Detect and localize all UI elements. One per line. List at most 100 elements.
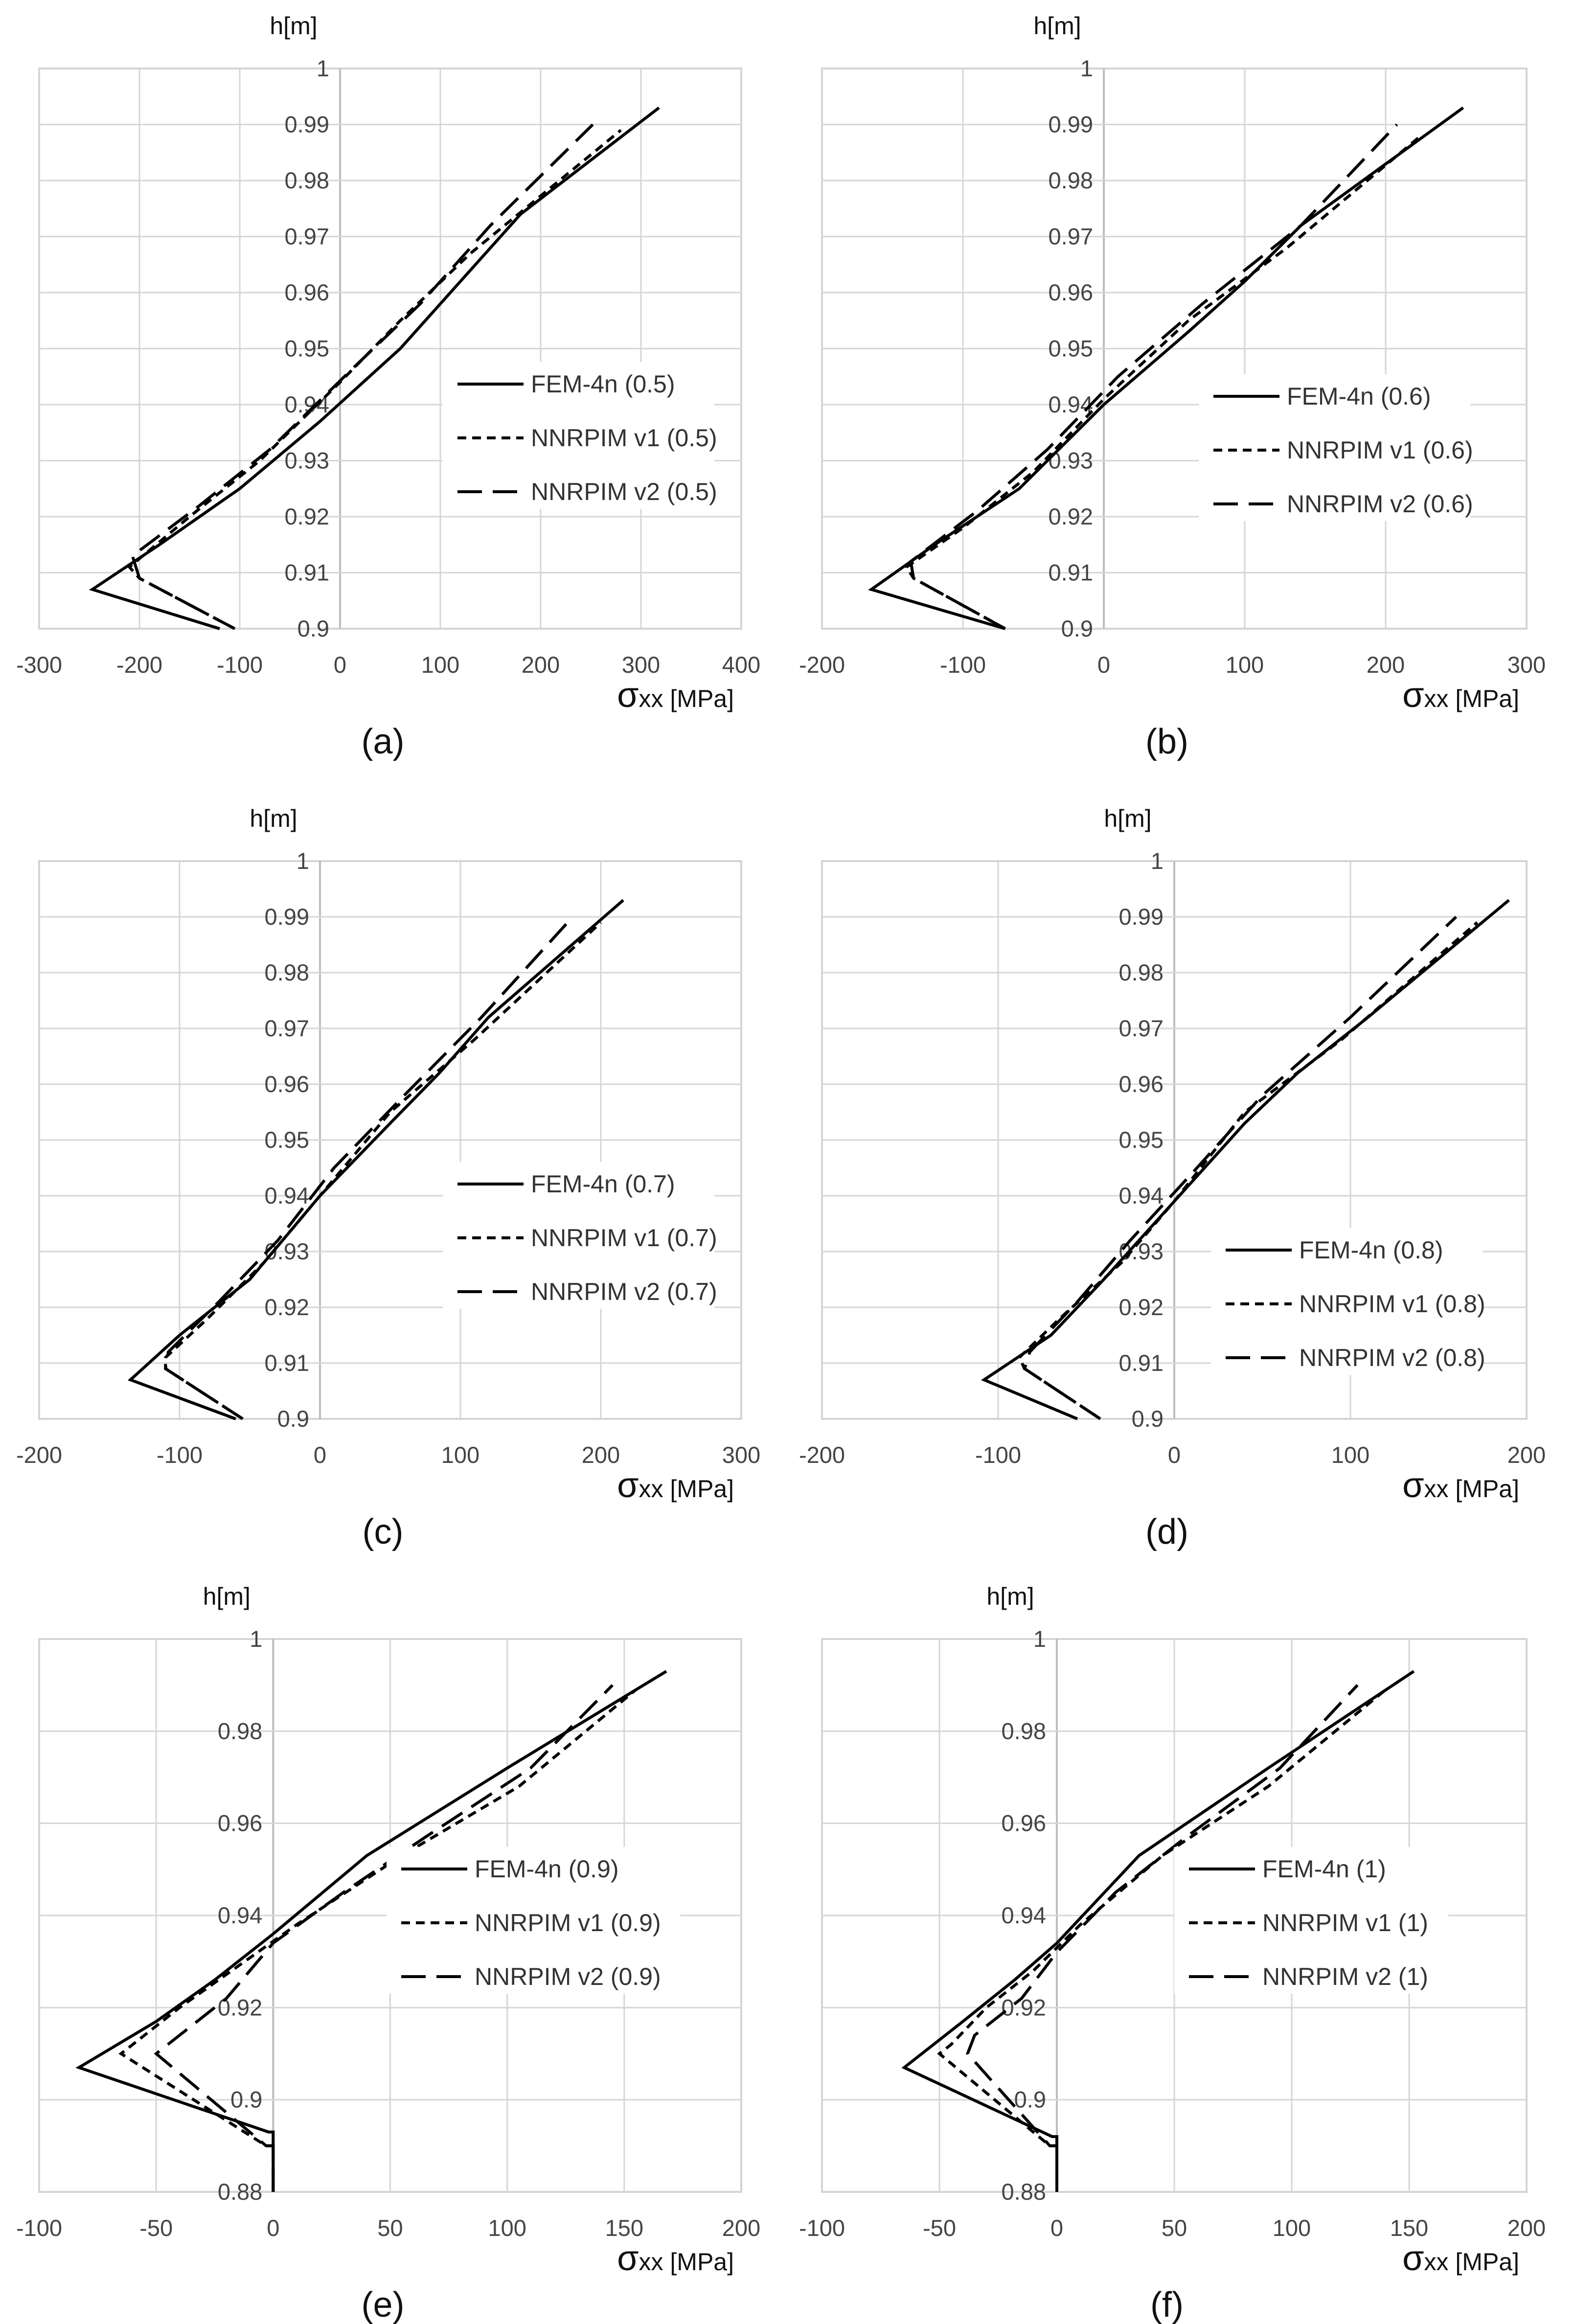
y-tick-label: 0.98 (1119, 959, 1164, 985)
legend: FEM-4n (0.8) NNRPIM v1 (0.8) NNRPIM v2 (0.… (1211, 1228, 1485, 1375)
legend-entry: NNRPIM v1 (0.8) (1299, 1290, 1485, 1318)
panel-label: (f) (1150, 2285, 1184, 2324)
panel-label: (e) (362, 2285, 405, 2324)
x-tick-label: -200 (799, 652, 845, 678)
y-tick-label: 0.97 (1049, 224, 1093, 250)
legend-entry: NNRPIM v2 (0.7) (531, 1278, 717, 1305)
x-axis-label: σxx [MPa] (1402, 2239, 1519, 2278)
legend: FEM-4n (1) NNRPIM v1 (1) NNRPIM v2 (1) (1174, 1847, 1448, 1994)
y-tick-label: 0.97 (1119, 1015, 1164, 1041)
legend-entry: NNRPIM v2 (0.9) (475, 1963, 661, 1990)
legend-entry: NNRPIM v1 (0.6) (1287, 436, 1473, 464)
x-tick-label: 0 (334, 652, 346, 678)
series-line-dashed (154, 1684, 614, 2192)
y-tick-label: 0.98 (1049, 167, 1093, 193)
y-tick-label: 0.9 (1132, 1406, 1164, 1432)
y-tick-label: 0.92 (285, 503, 329, 529)
y-tick-label: 0.98 (265, 959, 309, 985)
y-tick-label: 0.99 (1049, 112, 1093, 137)
y-tick-label: 0.94 (1002, 1902, 1046, 1928)
x-tick-label: 50 (377, 2215, 403, 2241)
legend-entry: NNRPIM v1 (1) (1262, 1909, 1428, 1937)
panel-label: (d) (1145, 1512, 1188, 1551)
y-tick-label: 0.99 (285, 112, 329, 137)
legend-entry: NNRPIM v1 (0.9) (475, 1909, 661, 1937)
y-tick-label: 0.95 (265, 1127, 309, 1153)
x-tick-label: 200 (582, 1442, 620, 1468)
y-tick-label: 0.96 (285, 279, 329, 305)
y-tick-label: 0.95 (285, 336, 329, 362)
chart-panel-b: 0.90.910.920.930.940.950.960.970.980.991… (799, 12, 1546, 761)
sigma-symbol: σ (1402, 2239, 1424, 2278)
y-tick-label: 0.91 (285, 560, 329, 586)
x-tick-label: 0 (1097, 652, 1110, 678)
x-axis-label: σxx [MPa] (1402, 676, 1519, 715)
x-tick-label: -100 (157, 1442, 203, 1468)
x-tick-label: 200 (1367, 652, 1405, 678)
sigma-symbol: σ (617, 676, 639, 715)
x-tick-label: 0 (267, 2215, 279, 2241)
y-tick-label: 0.99 (265, 904, 309, 930)
y-tick-label: 1 (1151, 848, 1164, 874)
x-tick-label: 100 (441, 1442, 479, 1468)
y-tick-label: 0.96 (1119, 1071, 1164, 1097)
y-tick-label: 0.88 (1002, 2179, 1046, 2205)
y-axis-label: h[m] (986, 1583, 1034, 1610)
x-tick-label: -200 (116, 652, 162, 678)
legend-entry: NNRPIM v2 (0.6) (1287, 490, 1473, 518)
sigma-symbol: σ (1402, 676, 1424, 715)
legend-background (1174, 1847, 1448, 1994)
y-tick-label: 0.9 (1061, 615, 1093, 641)
legend-entry: NNRPIM v2 (1) (1262, 1963, 1428, 1990)
x-tick-label: -50 (139, 2215, 173, 2241)
series-line-dashed (131, 123, 594, 630)
y-axis-label: h[m] (250, 805, 297, 832)
x-tick-label: 300 (1507, 652, 1546, 678)
y-tick-label: 0.94 (218, 1902, 262, 1928)
legend-entry: FEM-4n (0.8) (1299, 1236, 1443, 1264)
y-tick-label: 1 (250, 1626, 262, 1652)
x-tick-label: 150 (605, 2215, 643, 2241)
y-tick-label: 0.91 (1119, 1350, 1164, 1376)
y-tick-label: 0.91 (1049, 560, 1093, 586)
x-tick-label: 0 (314, 1442, 326, 1468)
y-tick-label: 0.91 (265, 1350, 309, 1376)
legend-background (443, 362, 714, 509)
x-tick-label: 100 (1331, 1442, 1370, 1468)
y-axis-label: h[m] (1104, 805, 1151, 832)
legend: FEM-4n (0.5) NNRPIM v1 (0.5) NNRPIM v2 (0.… (443, 362, 717, 509)
y-tick-label: 0.93 (265, 1238, 309, 1264)
y-tick-label: 0.98 (285, 167, 329, 193)
series-line-dotted (1017, 921, 1479, 1420)
x-axis-label-rest: xx [MPa] (1424, 1475, 1519, 1503)
x-tick-label: -200 (799, 1442, 845, 1468)
y-tick-label: 0.99 (1119, 904, 1164, 930)
series-line-dashed (1023, 915, 1458, 1420)
y-tick-label: 0.98 (218, 1718, 262, 1744)
x-tick-label: -100 (16, 2215, 62, 2241)
y-tick-label: 1 (1080, 55, 1093, 81)
x-tick-label: 300 (622, 652, 660, 678)
legend-entry: FEM-4n (1) (1262, 1855, 1386, 1883)
x-tick-label: -100 (217, 652, 263, 678)
y-tick-label: 0.98 (1002, 1718, 1046, 1744)
y-tick-label: 0.96 (265, 1071, 309, 1097)
legend-background (387, 1847, 680, 1994)
y-tick-label: 0.96 (218, 1810, 262, 1836)
y-tick-label: 0.97 (265, 1015, 309, 1041)
x-axis-label-rest: xx [MPa] (639, 2248, 734, 2276)
sigma-symbol: σ (1402, 1466, 1424, 1505)
legend-entry: FEM-4n (0.6) (1287, 383, 1431, 410)
chart-panel-a: 0.90.910.920.930.940.950.960.970.980.991… (16, 12, 760, 761)
series-line-solid (867, 106, 1464, 630)
y-tick-label: 1 (317, 55, 329, 81)
x-tick-label: 200 (1507, 2215, 1546, 2241)
panel-label: (b) (1145, 722, 1188, 761)
sigma-symbol: σ (617, 2239, 639, 2278)
series-line-dotted (164, 921, 602, 1420)
legend-entry: NNRPIM v1 (0.7) (531, 1224, 717, 1252)
series-line-dashed (966, 1684, 1359, 2192)
x-tick-label: 300 (722, 1442, 760, 1468)
x-tick-label: -100 (975, 1442, 1021, 1468)
